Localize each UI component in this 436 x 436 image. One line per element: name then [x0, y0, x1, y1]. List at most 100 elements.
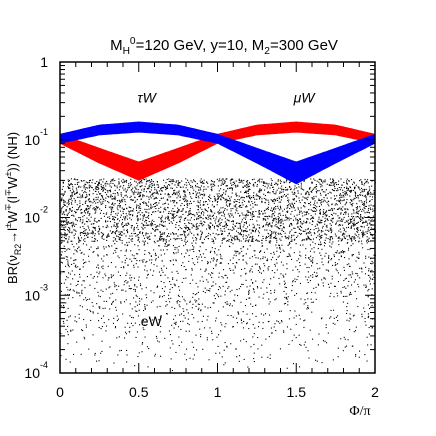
ew-point [300, 255, 302, 257]
ew-point [143, 214, 145, 216]
ew-point [85, 229, 87, 231]
ew-point [170, 200, 172, 202]
ew-point [302, 230, 304, 232]
ew-point [176, 247, 178, 249]
ew-point [163, 179, 165, 181]
ew-point [201, 208, 203, 210]
ew-point [367, 228, 369, 230]
ew-point [84, 188, 86, 190]
ew-point [178, 286, 180, 288]
ew-point [267, 224, 269, 226]
ew-point [234, 206, 236, 208]
ew-point [83, 211, 85, 213]
ew-point [273, 276, 275, 278]
ew-point [95, 202, 97, 204]
ew-point [280, 261, 282, 263]
ew-point [154, 187, 156, 189]
ew-point [372, 215, 374, 217]
ew-point [194, 181, 196, 183]
ew-point [316, 202, 318, 204]
ew-point [358, 241, 360, 243]
ew-point [289, 241, 291, 243]
ew-point [94, 220, 96, 222]
ew-point [358, 356, 360, 358]
ew-point [321, 317, 323, 319]
ew-point [142, 219, 144, 221]
ew-point [107, 220, 109, 222]
ew-point [176, 302, 178, 304]
ew-point [223, 269, 225, 271]
y-tick-label: 10 [24, 132, 40, 148]
ew-point [220, 330, 222, 332]
ew-point [133, 228, 135, 230]
ew-point [314, 205, 316, 207]
ew-point [308, 192, 310, 194]
ew-point [151, 180, 153, 182]
ew-point [242, 214, 244, 216]
ew-point [173, 213, 175, 215]
ew-point [369, 276, 371, 278]
ew-point [360, 200, 362, 202]
ew-point [95, 188, 97, 190]
ew-point [116, 223, 118, 225]
ew-point [188, 227, 190, 229]
ew-point [172, 200, 174, 202]
ew-point [250, 240, 252, 242]
ew-point [179, 301, 181, 303]
ew-point [97, 186, 99, 188]
ew-point [263, 182, 265, 184]
ew-point [202, 315, 204, 317]
ew-point [79, 268, 81, 270]
ew-point [253, 227, 255, 229]
ew-point [363, 216, 365, 218]
ew-point [175, 192, 177, 194]
ew-point [236, 250, 238, 252]
ew-point [129, 210, 131, 212]
ew-point [153, 192, 155, 194]
ew-point [315, 286, 317, 288]
ew-point [118, 285, 120, 287]
ew-point [329, 228, 331, 230]
ew-point [138, 207, 140, 209]
ew-point [229, 305, 231, 307]
ew-point [96, 271, 98, 273]
ew-point [200, 268, 202, 270]
ew-point [270, 259, 272, 261]
ew-point [359, 189, 361, 191]
ew-point [131, 191, 133, 193]
ew-point [100, 185, 102, 187]
ew-point [300, 344, 302, 346]
ew-point [347, 219, 349, 221]
ew-point [225, 191, 227, 193]
ew-point [146, 260, 148, 262]
ew-point [328, 270, 330, 272]
ew-point [87, 206, 89, 208]
ew-point [64, 232, 66, 234]
ew-point [214, 248, 216, 250]
ew-point [350, 318, 352, 320]
ew-point [126, 242, 128, 244]
ew-point [279, 225, 281, 227]
ew-point [202, 280, 204, 282]
ew-point [242, 186, 244, 188]
ew-point [305, 233, 307, 235]
ew-point [254, 231, 256, 233]
ew-point [86, 187, 88, 189]
ew-point [146, 187, 148, 189]
ew-point [252, 230, 254, 232]
ew-point [126, 179, 128, 181]
ew-point [98, 227, 100, 229]
ew-point [161, 260, 163, 262]
ew-point [242, 236, 244, 238]
ew-point [97, 312, 99, 314]
ew-point [208, 359, 210, 361]
ew-point [200, 336, 202, 338]
ew-point [356, 229, 358, 231]
ew-point [285, 287, 287, 289]
ew-point [329, 237, 331, 239]
ew-point [197, 201, 199, 203]
ew-point [371, 294, 373, 296]
ew-point [112, 274, 114, 276]
ew-point [197, 206, 199, 208]
ew-point [304, 299, 306, 301]
